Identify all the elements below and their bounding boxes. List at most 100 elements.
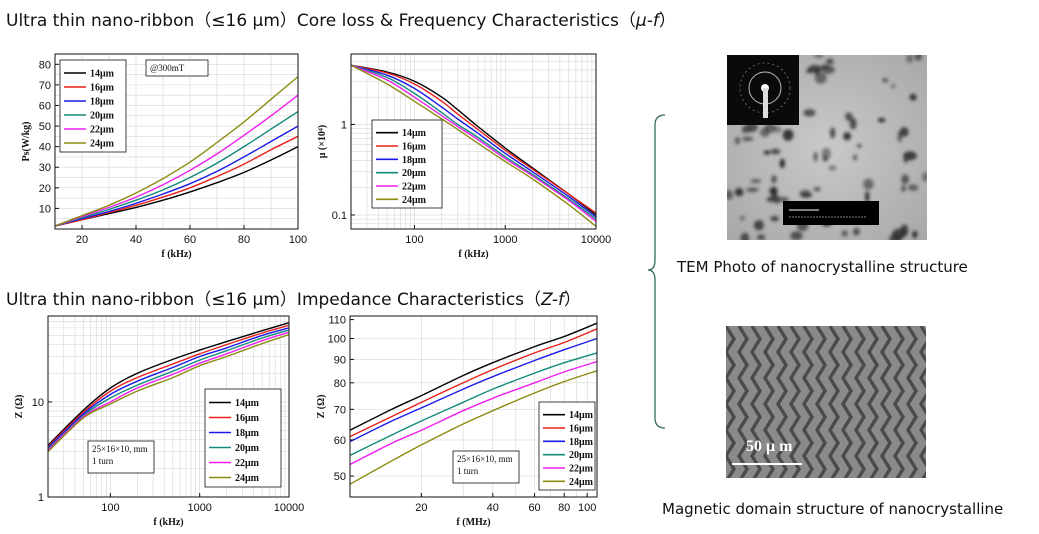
domain-stripe [776, 326, 788, 478]
domain-stripe [841, 326, 853, 478]
series-line-20μm [350, 64, 597, 220]
grain [813, 151, 818, 162]
series-line-16μm [47, 324, 290, 447]
legend-label: 14μm [569, 410, 594, 421]
legend-label: 24μm [235, 473, 260, 484]
grain [734, 136, 741, 145]
y-tick-label: 110 [328, 315, 346, 327]
grain [814, 72, 827, 84]
x-tick-label: 80 [558, 502, 570, 514]
grain [900, 224, 909, 237]
grain [746, 187, 759, 192]
grain [897, 131, 903, 143]
legend: 14μm 16μm 18μm 20μm 22μm 24μm [204, 388, 282, 488]
bottom-heading: Ultra thin nano-ribbon（≤16 μm）Impedance … [6, 290, 581, 310]
x-tick-label: 20 [76, 234, 88, 246]
domain-caption: Magnetic domain structure of nanocrystal… [662, 500, 1004, 518]
grain [856, 143, 862, 148]
legend-label: 20μm [569, 450, 594, 461]
domain-stripe [919, 326, 926, 478]
x-tick-label: 1000 [187, 502, 211, 514]
y-tick-label: 40 [39, 142, 51, 154]
grain [782, 129, 794, 141]
legend: 14μm 16μm 18μm 20μm 22μm 24μm [538, 401, 596, 491]
grain [853, 154, 858, 161]
annotation-text: 1 turn [457, 466, 479, 476]
y-tick-label: 60 [334, 435, 346, 447]
grain [790, 231, 803, 240]
plot-frame [350, 53, 597, 230]
y-tick-label: 70 [39, 80, 51, 92]
x-axis-label: f (kHz) [161, 249, 191, 260]
x-tick-label: 40 [130, 234, 142, 246]
x-tick-label: 100 [101, 502, 119, 514]
x-axis-label: f (MHz) [456, 517, 490, 528]
chart-4: 20 40 60 80 100 50 60 70 80 90 100 110 f (MHz) Z (Ω) 1… [316, 315, 598, 528]
legend: 14μm 16μm 18μm 20μm 22μm 24μm [371, 119, 443, 209]
legend-label: 22μm [402, 182, 427, 193]
grain [741, 136, 754, 142]
grain [753, 220, 764, 231]
grain [768, 187, 778, 194]
legend-box [204, 388, 282, 488]
grain [852, 227, 860, 236]
annotation-text: 25×16×10, mm [92, 444, 148, 454]
legend-label: 20μm [235, 443, 260, 454]
series-line-16μm [54, 135, 299, 227]
legend: 14μm 16μm 18μm 20μm 22μm 24μm [59, 59, 127, 153]
series-line-22μm [54, 94, 299, 227]
y-axis-label: Ps(W/kg) [21, 122, 32, 162]
series-line-18μm [54, 125, 299, 227]
x-axis-label: f (kHz) [458, 249, 488, 260]
legend-label: 20μm [90, 111, 115, 122]
grain [912, 230, 918, 239]
grain [771, 175, 777, 184]
grain [906, 55, 914, 64]
grain [882, 78, 888, 83]
annotation-text: 1 turn [92, 456, 114, 466]
annotation: 25×16×10, mm 1 turn [452, 450, 520, 484]
x-tick-label: 100 [578, 502, 596, 514]
x-tick-label: 40 [487, 502, 499, 514]
x-tick-label: 10000 [581, 234, 612, 246]
grain [909, 93, 917, 101]
domain-stripe [737, 326, 749, 478]
magnetic-domain-image [726, 326, 926, 478]
y-axis-label: μ (×10⁴) [317, 125, 328, 159]
y-tick-label: 100 [328, 333, 346, 345]
grain [770, 148, 781, 155]
series-line-16μm [349, 328, 598, 438]
tem-photo [727, 55, 927, 240]
legend-label: 18μm [569, 437, 594, 448]
y-tick-label: 30 [39, 162, 51, 174]
grain [922, 172, 927, 182]
domain-stripe [750, 326, 762, 478]
chart-1: 20 40 60 80 100 10 20 30 40 50 60 70 80 f (kHz) Ps(W/k… [21, 53, 307, 260]
tem-photo-image [727, 55, 927, 240]
grain [841, 230, 849, 237]
grain [877, 117, 886, 123]
annotation-text: @300mT [150, 63, 185, 73]
series-line-14μm [349, 322, 598, 431]
grain [734, 188, 744, 197]
grain [727, 189, 733, 200]
y-tick-label: 90 [334, 354, 346, 366]
top-heading: Ultra thin nano-ribbon（≤16 μm）Core loss … [6, 11, 676, 31]
grain [756, 234, 766, 240]
series-line-22μm [47, 331, 290, 451]
series-line-24μm [350, 64, 597, 227]
y-tick-label: 70 [334, 404, 346, 416]
plot-frame [54, 53, 299, 230]
x-tick-label: 1000 [493, 234, 517, 246]
magnetic-domain-photo: 50 μ m [726, 326, 926, 478]
grain [901, 174, 909, 185]
legend-box [371, 119, 443, 209]
grain [763, 150, 771, 155]
x-tick-label: 60 [528, 502, 540, 514]
grain [799, 189, 812, 198]
y-axis-label: Z (Ω) [14, 395, 25, 419]
annotation-text: 25×16×10, mm [457, 454, 513, 464]
grain [830, 127, 836, 139]
domain-stripe [854, 326, 866, 478]
series-line-22μm [350, 64, 597, 222]
